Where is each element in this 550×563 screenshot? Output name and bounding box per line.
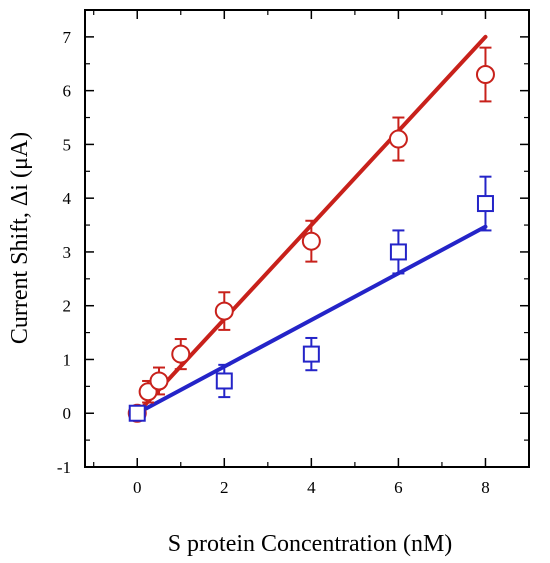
y-tick-label: 5 <box>63 135 72 154</box>
x-tick-label: 4 <box>307 478 316 497</box>
data-markers <box>127 65 495 423</box>
x-tick-label: 2 <box>220 478 229 497</box>
data-point-circle <box>301 231 321 251</box>
data-point-circle <box>214 301 234 321</box>
data-point-circle <box>149 371 169 391</box>
x-tick-label: 6 <box>394 478 403 497</box>
y-tick-label: 7 <box>63 28 72 47</box>
x-tick-label: 8 <box>481 478 490 497</box>
data-point-square <box>215 372 233 390</box>
axis-ticks: 0 2 4 6 8 -1 0 1 2 3 4 5 6 7 <box>57 10 529 497</box>
data-point-circle <box>388 129 408 149</box>
y-tick-label: 4 <box>63 189 72 208</box>
data-point-square <box>128 404 146 422</box>
y-tick-label: 2 <box>63 297 72 316</box>
data-point-square <box>302 345 320 363</box>
x-axis-title: S protein Concentration (nM) <box>168 531 453 557</box>
y-tick-label: 6 <box>63 82 72 101</box>
y-tick-label: -1 <box>57 458 71 477</box>
y-axis-title: Current Shift, Δi (μA) <box>7 132 33 344</box>
data-point-circle <box>475 65 495 85</box>
y-tick-label: 0 <box>63 404 72 423</box>
x-tick-label: 0 <box>133 478 142 497</box>
y-tick-label: 3 <box>63 243 72 262</box>
y-tick-label: 1 <box>63 350 72 369</box>
data-point-circle <box>171 344 191 364</box>
data-point-square <box>389 243 407 261</box>
plot-frame <box>84 9 530 468</box>
fit-line-series-1 <box>135 224 488 416</box>
data-point-square <box>476 195 494 213</box>
